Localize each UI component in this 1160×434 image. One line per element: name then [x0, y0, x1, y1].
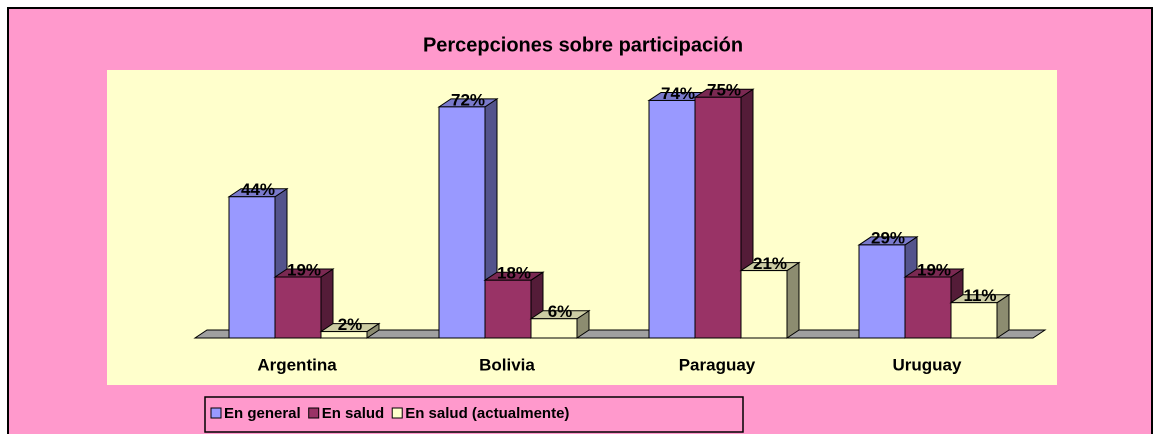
x-tick-label: Paraguay [679, 355, 756, 374]
value-label: 44% [241, 180, 275, 199]
bar [950, 302, 998, 339]
x-tick-label: Uruguay [893, 355, 963, 374]
x-tick-label: Argentina [257, 355, 337, 374]
value-label: 11% [963, 286, 996, 305]
bar [648, 99, 696, 339]
bar [320, 331, 368, 339]
bar [484, 279, 532, 339]
value-label: 74% [661, 84, 695, 103]
chart-title: Percepciones sobre participación [423, 34, 743, 56]
bar [904, 276, 952, 339]
value-label: 75% [707, 81, 741, 100]
value-label: 21% [753, 254, 787, 273]
legend-swatch [308, 407, 320, 419]
value-label: 19% [917, 260, 951, 279]
value-label: 72% [451, 90, 485, 109]
bar [858, 244, 906, 339]
bar [740, 270, 788, 339]
legend-label: En salud [322, 405, 385, 422]
legend-swatch [210, 407, 222, 419]
bar [274, 276, 322, 339]
legend-label: En salud (actualmente) [405, 405, 569, 422]
bar-side [786, 261, 800, 339]
bar [694, 96, 742, 339]
value-label: 18% [497, 264, 531, 283]
x-tick-label: Bolivia [479, 355, 535, 374]
value-label: 19% [287, 260, 321, 279]
bar [228, 196, 276, 339]
legend-box [204, 396, 744, 433]
value-label: 2% [338, 315, 363, 334]
bar [530, 318, 578, 339]
value-label: 29% [871, 228, 905, 247]
bar [438, 106, 486, 339]
legend-label: En general [224, 405, 301, 422]
legend-swatch [391, 407, 403, 419]
value-label: 6% [548, 302, 573, 321]
